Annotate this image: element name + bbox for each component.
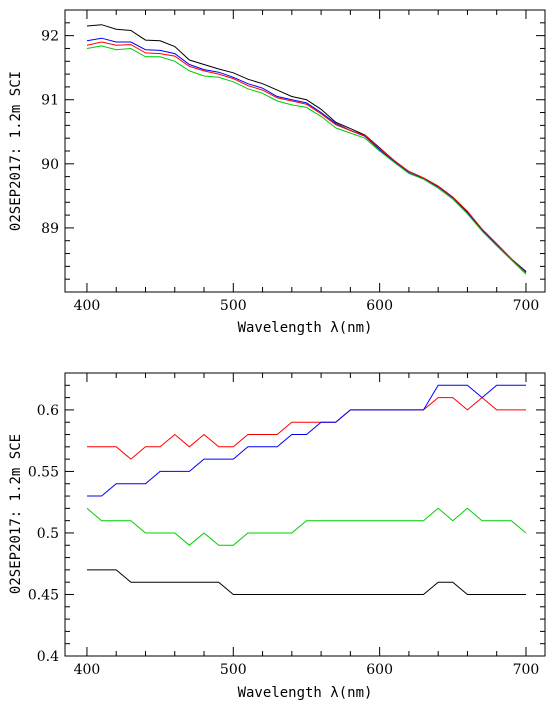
y-tick-label: 0.55 bbox=[28, 464, 59, 480]
bottom-x-axis-label: Wavelength λ(nm) bbox=[238, 685, 373, 701]
top-x-axis-label: Wavelength λ(nm) bbox=[238, 320, 373, 336]
x-tick-label: 700 bbox=[513, 662, 540, 678]
y-tick-label: 0.4 bbox=[37, 649, 59, 665]
y-tick-label: 91 bbox=[41, 93, 59, 109]
series-line bbox=[86, 37, 527, 273]
x-tick-label: 600 bbox=[366, 662, 393, 678]
x-tick-label: 400 bbox=[74, 662, 101, 678]
top-panel-sci: Wavelength λ(nm) 02SEP2017: 1.2m SCI 400… bbox=[8, 9, 546, 336]
top-y-axis-label: 02SEP2017: 1.2m SCI bbox=[8, 71, 24, 231]
series-line bbox=[86, 507, 527, 546]
series-line bbox=[87, 569, 526, 595]
y-tick-label: 89 bbox=[41, 221, 59, 237]
series-line bbox=[86, 41, 527, 274]
x-tick-label: 500 bbox=[220, 662, 247, 678]
plot-frame bbox=[64, 372, 546, 657]
bottom-panel-sce: Wavelength λ(nm) 02SEP2017: 1.2m SCE 400… bbox=[8, 372, 546, 701]
series-line bbox=[87, 396, 526, 460]
series-line bbox=[87, 384, 526, 497]
x-tick-label: 600 bbox=[366, 298, 393, 314]
y-tick-label: 0.45 bbox=[28, 587, 59, 603]
y-tick-label: 0.6 bbox=[37, 403, 59, 419]
x-tick-label: 400 bbox=[74, 298, 101, 314]
series-line bbox=[86, 24, 527, 272]
y-tick-label: 90 bbox=[41, 157, 59, 173]
x-tick-label: 500 bbox=[220, 298, 247, 314]
y-tick-label: 0.5 bbox=[37, 526, 59, 542]
y-tick-label: 92 bbox=[41, 29, 59, 45]
bottom-y-axis-label: 02SEP2017: 1.2m SCE bbox=[8, 434, 24, 594]
x-tick-label: 700 bbox=[513, 298, 540, 314]
series-line bbox=[86, 45, 527, 275]
